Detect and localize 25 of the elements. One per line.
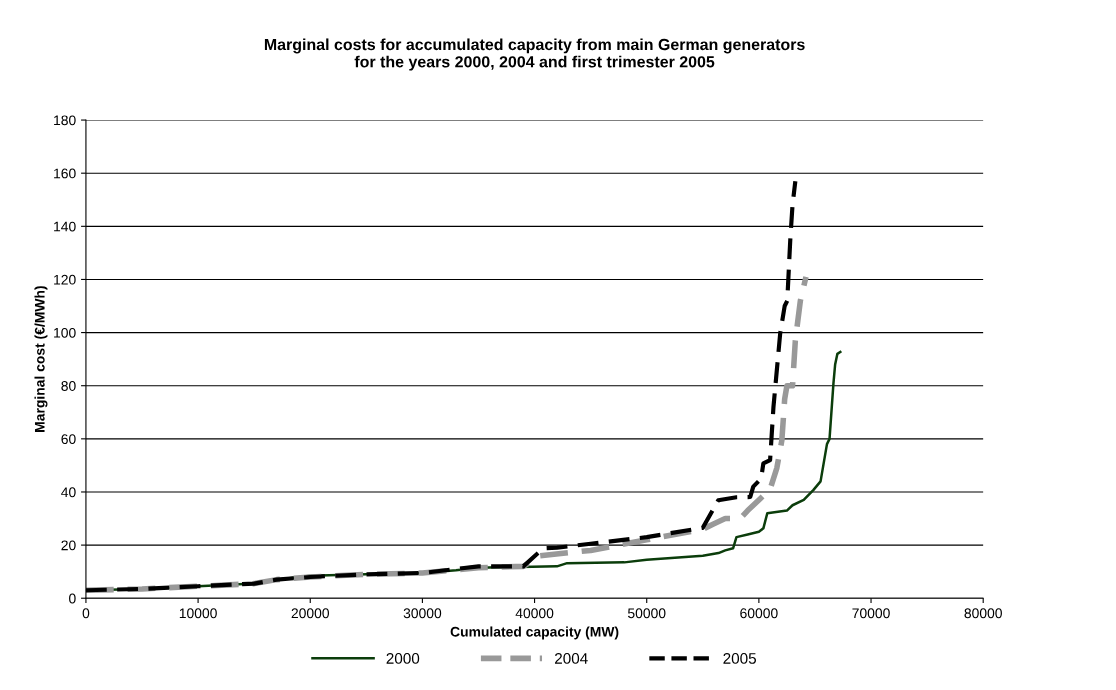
y-tick-label: 0 xyxy=(69,593,76,604)
x-axis-title: Cumulated capacity (MW) xyxy=(450,626,619,640)
x-tick-label: 70000 xyxy=(852,608,890,619)
x-tick-label: 60000 xyxy=(740,608,778,619)
legend-label: 2000 xyxy=(386,653,420,664)
x-tick-label: 40000 xyxy=(515,608,554,619)
y-tick-label: 140 xyxy=(54,221,76,232)
y-axis-title: Marginal cost (€/MWh) xyxy=(34,286,48,432)
x-tick-label: 10000 xyxy=(179,608,217,619)
x-tick-label: 80000 xyxy=(964,608,1002,619)
x-tick-label: 20000 xyxy=(291,608,330,619)
x-tick-label: 50000 xyxy=(627,608,666,619)
legend-label: 2004 xyxy=(555,653,588,664)
y-tick-label: 160 xyxy=(54,168,76,179)
y-tick-label: 100 xyxy=(54,327,76,338)
y-tick-label: 20 xyxy=(61,540,76,551)
y-tick-label: 120 xyxy=(54,274,76,285)
y-tick-label: 80 xyxy=(61,381,76,391)
y-tick-label: 40 xyxy=(61,487,76,498)
x-tick-label: 0 xyxy=(82,608,90,619)
chart-title: Marginal costs for accumulated capacity from main German generators for the years 2000, 2004 and first trimester 2005 xyxy=(264,38,805,71)
y-tick-label: 60 xyxy=(61,434,76,445)
x-tick-label: 30000 xyxy=(403,608,442,619)
legend-label: 2005 xyxy=(723,653,757,664)
y-tick-label: 180 xyxy=(54,115,76,126)
